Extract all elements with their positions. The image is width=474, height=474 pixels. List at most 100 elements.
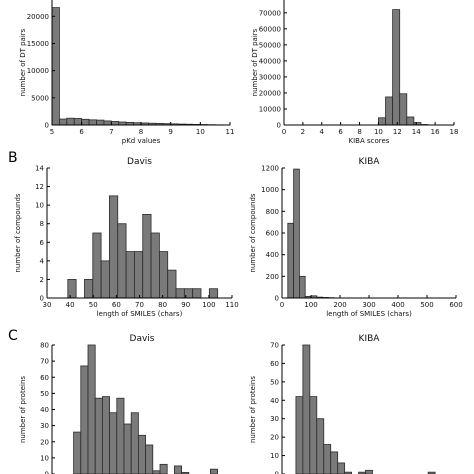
chart5-y-tick-label: 30	[270, 415, 279, 423]
chart4-y-tick-label: 60	[40, 374, 49, 382]
chart5-title: KIBA	[359, 334, 381, 344]
chart0-y-tick-label: 10000	[27, 67, 49, 75]
chart2-x-tick-label: 70	[135, 301, 144, 309]
chart3-title: KIBA	[359, 157, 381, 167]
panel-label-c: C	[8, 328, 18, 344]
chart2-y-axis-label: number of compounds	[14, 193, 22, 273]
chart3-y-tick-label: 400	[266, 251, 279, 259]
chart2-bar	[92, 232, 102, 299]
chart3-y-tick-label: 1200	[261, 165, 279, 173]
chart2-y-tick-label: 14	[35, 165, 44, 173]
chart2-bar	[208, 288, 219, 299]
chart0-x-axis-label: pKd values	[122, 137, 161, 145]
chart0-bar	[103, 120, 112, 126]
chart0-x-tick-label: 7	[109, 128, 113, 136]
chart3-x-tick-label: 300	[362, 301, 375, 309]
chart1-x-tick-label: 4	[320, 128, 325, 136]
chart4-y-tick-label: 70	[40, 358, 49, 366]
chart2-y-tick-label: 0	[40, 295, 44, 303]
chart1-y-tick-label: 50000	[259, 41, 281, 49]
chart4-bar	[137, 434, 146, 474]
chart3-y-axis-label: number of compounds	[249, 193, 257, 273]
chart2-y-tick-label: 12	[35, 183, 44, 191]
chart3-y-tick-label: 200	[266, 273, 279, 281]
chart4-bar	[159, 463, 168, 474]
chart5-bar	[323, 444, 332, 474]
chart1-x-tick-label: 12	[393, 128, 402, 136]
chart1-x-tick-label: 2	[301, 128, 305, 136]
chart1-bar	[392, 9, 401, 126]
chart2-bar	[125, 251, 135, 299]
chart0-bar	[51, 7, 60, 126]
chart0-x-tick-label: 11	[226, 128, 235, 136]
chart2-bar	[192, 288, 202, 299]
chart2-bar	[134, 251, 144, 299]
chart0-x-tick-label: 9	[168, 128, 172, 136]
chart1-y-tick-label: 40000	[259, 57, 281, 65]
chart4-bar	[94, 397, 103, 474]
chart2-x-tick-label: 100	[202, 301, 215, 309]
chart2-bar	[109, 195, 119, 299]
chart4-bar	[123, 423, 132, 474]
chart2-bar	[84, 279, 94, 299]
chart2-x-tick-label: 90	[181, 301, 190, 309]
chart0-x-tick-label: 6	[79, 128, 84, 136]
chart3-x-tick-label: 200	[333, 301, 346, 309]
chart1-x-tick-label: 18	[450, 128, 459, 136]
chart0-y-tick-label: 0	[45, 122, 49, 130]
chart4-bar	[87, 344, 96, 474]
chart1-x-tick-label: 8	[357, 128, 361, 136]
chart0-bar	[88, 119, 97, 126]
chart3-x-tick-label: 0	[280, 301, 284, 309]
chart2-bar	[142, 214, 152, 299]
chart2-x-tick-label: 110	[225, 301, 238, 309]
chart4-bar	[102, 396, 111, 474]
panel-label-b: B	[8, 150, 18, 166]
chart2-x-tick-label: 40	[66, 301, 75, 309]
chart2-bar	[167, 269, 177, 299]
chart3-bar	[298, 275, 306, 299]
chart1-bar	[406, 116, 415, 126]
chart1-bar	[399, 93, 408, 126]
chart5-bar	[330, 451, 339, 474]
chart4-title: Davis	[130, 334, 155, 344]
chart4-y-tick-label: 40	[40, 406, 49, 414]
chart5-bar	[337, 462, 346, 474]
chart4-bar	[173, 465, 182, 474]
chart5-y-axis-label: number of proteins	[249, 376, 257, 443]
chart4-bar	[73, 431, 82, 474]
chart3-x-tick-label: 500	[420, 301, 433, 309]
chart4-bar	[116, 397, 125, 474]
chart0-bar	[59, 118, 68, 126]
chart5-bar	[295, 396, 304, 474]
chart1-x-tick-label: 16	[431, 128, 440, 136]
chart4-y-tick-label: 0	[45, 471, 49, 474]
chart5-y-tick-label: 60	[270, 360, 279, 368]
chart2-x-tick-label: 50	[89, 301, 98, 309]
chart3-x-tick-label: 100	[304, 301, 317, 309]
chart4-bar	[130, 412, 139, 474]
chart1-bar	[378, 117, 386, 126]
chart4-y-tick-label: 80	[40, 342, 49, 350]
chart0-x-tick-label: 10	[196, 128, 205, 136]
chart4-y-tick-label: 50	[40, 390, 49, 398]
chart1-x-tick-label: 10	[374, 128, 383, 136]
chart0-y-tick-label: 15000	[27, 40, 49, 48]
chart1-y-tick-label: 30000	[259, 73, 281, 81]
chart5-bar	[302, 344, 311, 474]
chart2-y-tick-label: 4	[40, 257, 45, 265]
chart5-bar	[365, 469, 373, 474]
chart2-bar	[158, 251, 169, 299]
chart4-bar	[181, 471, 190, 474]
chart0-bar	[66, 117, 75, 126]
chart3-x-axis-label: length of SMILES (chars)	[326, 310, 412, 318]
chart1-y-tick-label: 20000	[259, 89, 281, 97]
chart2-bar	[117, 223, 127, 299]
chart4-bar	[145, 444, 154, 474]
chart2-x-tick-label: 30	[43, 301, 52, 309]
chart2-y-tick-label: 10	[35, 202, 44, 210]
chart4-y-tick-label: 10	[40, 454, 49, 462]
chart2-y-tick-label: 6	[40, 239, 45, 247]
chart5-y-tick-label: 40	[270, 397, 279, 405]
